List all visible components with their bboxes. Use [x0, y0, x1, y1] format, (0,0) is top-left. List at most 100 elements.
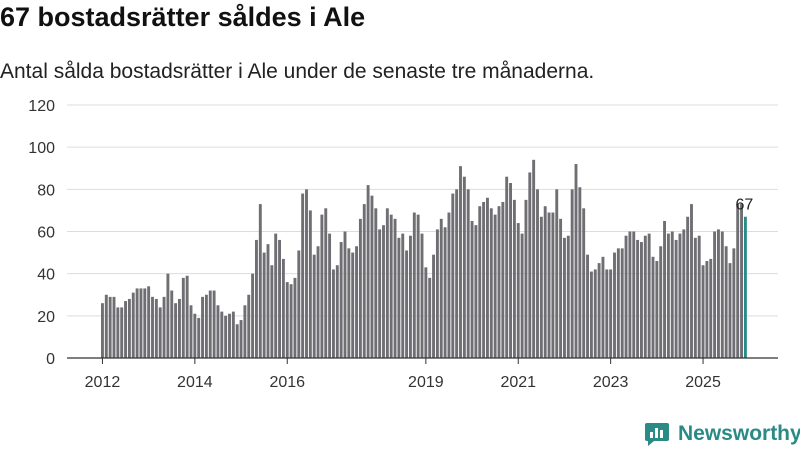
y-tick-label: 0 [46, 351, 55, 368]
x-tick-label: 2023 [593, 374, 629, 391]
bar [505, 176, 509, 358]
bar [166, 273, 170, 358]
bar [432, 254, 435, 358]
bar [320, 214, 324, 358]
bar [201, 296, 204, 358]
x-tick-label: 2019 [408, 374, 444, 391]
bar [316, 246, 320, 358]
bar [543, 206, 547, 358]
bar [412, 212, 416, 358]
bar [297, 250, 301, 358]
bar [547, 212, 551, 358]
bar [632, 231, 636, 358]
bar [647, 233, 651, 358]
bar [147, 286, 151, 358]
bar [666, 233, 670, 358]
bar [720, 231, 724, 358]
bar [266, 244, 270, 358]
bar [243, 305, 247, 358]
newsworthy-brand[interactable]: Newsworthy [644, 420, 800, 448]
bar [378, 229, 382, 358]
y-tick-label: 20 [37, 309, 55, 326]
bar [616, 248, 620, 358]
bar [139, 288, 143, 358]
bar [258, 204, 262, 358]
bar [424, 267, 428, 358]
bar [301, 193, 305, 358]
bar [701, 265, 705, 358]
bar [131, 292, 135, 358]
y-tick-label: 40 [37, 267, 55, 284]
bar [686, 216, 690, 358]
x-tick-label: 2025 [685, 374, 721, 391]
bar [285, 282, 289, 358]
bar [420, 233, 424, 358]
bar [262, 252, 266, 358]
bar [613, 252, 616, 358]
bar [609, 269, 613, 358]
bar [393, 218, 397, 358]
bar [193, 313, 197, 358]
bar [189, 305, 193, 358]
bar [158, 307, 162, 358]
bar [486, 197, 489, 358]
bar [116, 307, 120, 358]
bar [185, 275, 189, 358]
bar [724, 246, 728, 358]
bar [670, 231, 674, 358]
bar [289, 284, 293, 358]
bar [224, 315, 228, 358]
bar [636, 239, 640, 358]
y-tick-label: 100 [28, 140, 55, 157]
bar [640, 242, 643, 358]
bar [120, 307, 124, 358]
bar [274, 233, 278, 358]
bar [624, 235, 628, 358]
bar [497, 206, 501, 358]
bar [208, 290, 212, 358]
bar [717, 229, 720, 358]
bar [401, 233, 405, 358]
bar [216, 305, 220, 358]
bar [563, 237, 566, 358]
bar [255, 239, 258, 358]
bar [628, 231, 632, 358]
bar [551, 212, 555, 358]
bar [693, 237, 697, 358]
bar [124, 301, 127, 358]
x-tick-label: 2012 [85, 374, 121, 391]
bar [435, 229, 439, 358]
bar [366, 185, 370, 358]
bar [447, 212, 451, 358]
bar [220, 311, 224, 358]
bar [405, 250, 409, 358]
bar [197, 317, 201, 358]
bar [385, 208, 389, 358]
x-tick-label: 2016 [269, 374, 305, 391]
brand-name: Newsworthy [678, 422, 800, 445]
bar [112, 296, 116, 358]
bar [270, 265, 274, 358]
bar [178, 298, 181, 358]
bar [104, 294, 108, 358]
bar [555, 189, 559, 358]
bar [478, 206, 482, 358]
bar [409, 235, 412, 358]
bar [536, 189, 539, 358]
bar [389, 214, 393, 358]
bar [570, 189, 574, 358]
bar [239, 320, 243, 358]
bar [651, 256, 655, 358]
bar [459, 166, 462, 358]
bar [324, 208, 328, 358]
bar [247, 294, 251, 358]
bar [682, 229, 686, 358]
newsworthy-logo-icon [645, 423, 669, 446]
bar [281, 258, 285, 358]
bar [451, 193, 455, 358]
bar [663, 220, 666, 358]
bar [332, 269, 335, 358]
bar [108, 296, 112, 358]
bar [362, 204, 366, 358]
bar [740, 204, 743, 358]
